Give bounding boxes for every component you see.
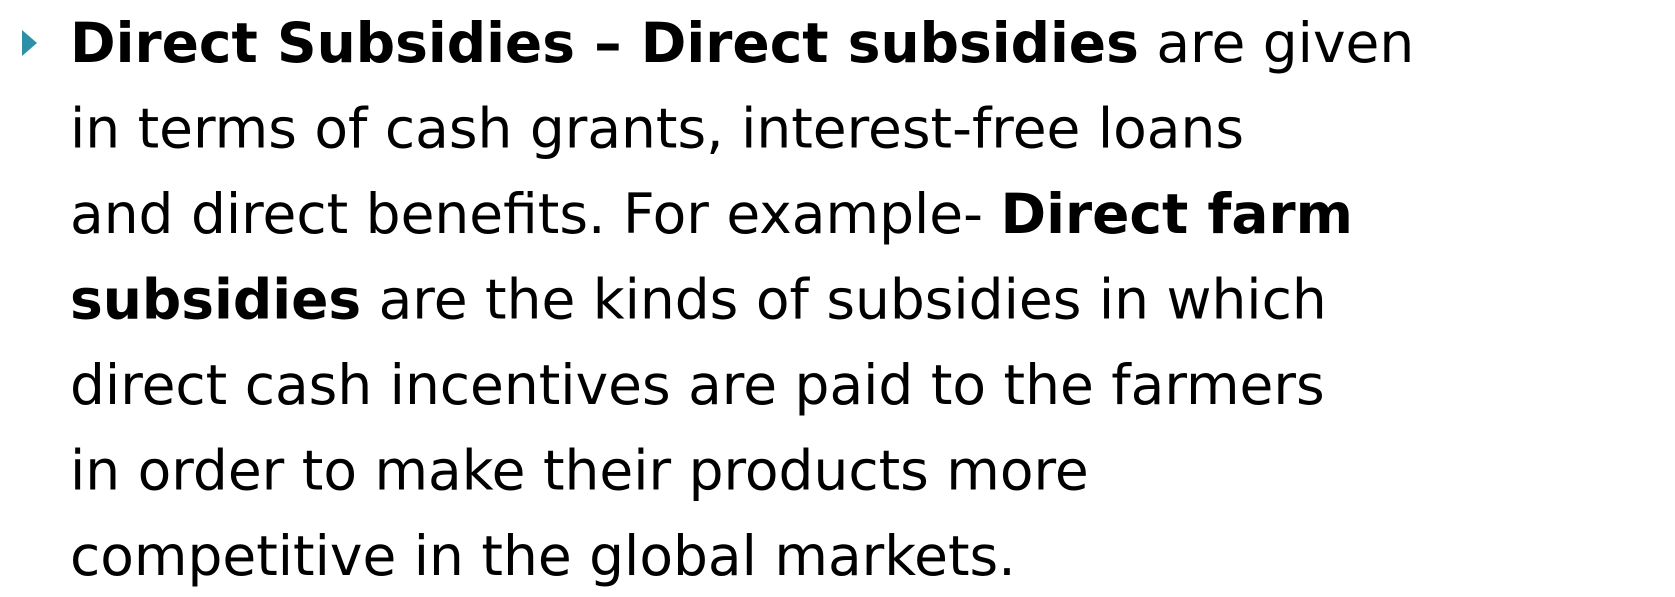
text-line: in terms of cash grants, interest-free l… [70,97,1244,161]
text-line: competitive in the global markets. [70,524,1016,588]
bold-text: Direct farm [1000,182,1352,246]
text-line: direct cash incentives are paid to the f… [70,353,1325,417]
text-run: competitive in the global markets. [70,524,1016,588]
text-run: are the kinds of subsidies in which [361,268,1327,332]
text-run: direct cash incentives are paid to the f… [70,353,1325,417]
bullet-marker [22,30,37,56]
bold-text: subsidies [70,268,361,332]
text-run: and direct benefits. For example- [70,182,1000,246]
bold-text: Direct Subsidies – Direct subsidies [70,11,1139,75]
text-line: Direct Subsidies – Direct subsidies are … [70,11,1414,75]
text-run: in order to make their products more [70,439,1089,503]
text-line: and direct benefits. For example- Direct… [70,182,1353,246]
text-run: in terms of cash grants, interest-free l… [70,97,1244,161]
text-run: are given [1139,11,1414,75]
text-line: subsidies are the kinds of subsidies in … [70,268,1327,332]
text-line: in order to make their products more [70,439,1089,503]
